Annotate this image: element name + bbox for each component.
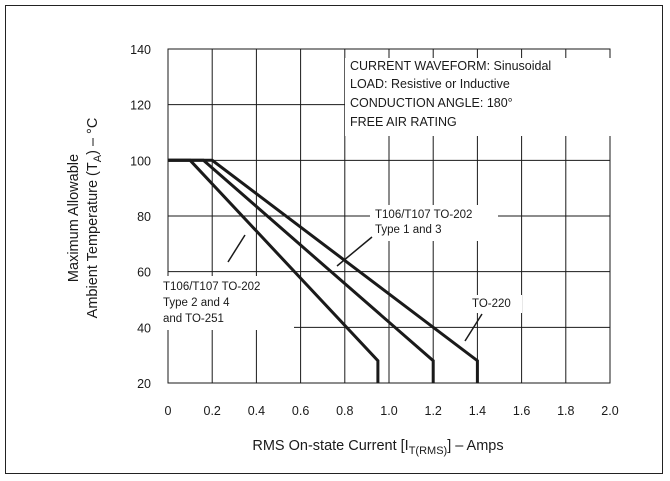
y-axis-label-tail: ) – °C <box>85 118 101 155</box>
y-axis-label-sub: A <box>92 154 104 162</box>
x-tick-label: 2.0 <box>601 404 618 418</box>
x-axis-label: RMS On-state Current [IT(RMS)] – Amps <box>252 438 503 457</box>
info-line-2: LOAD: Resistive or Inductive <box>350 77 510 91</box>
y-tick-label: 60 <box>137 266 151 280</box>
tick-labels: 0 0.2 0.4 0.6 0.8 1.0 1.2 1.4 1.6 1.8 2.0 20 40 60 80 1… <box>130 43 619 418</box>
x-tick-label: 0.8 <box>336 404 353 418</box>
y-tick-label: 140 <box>130 43 151 57</box>
figure-frame <box>5 5 663 474</box>
y-axis-label-line2: Ambient Temperature (TA) – °C <box>85 118 104 319</box>
y-tick-label: 40 <box>137 321 151 335</box>
y-tick-label: 20 <box>137 377 151 391</box>
annotation-type24-line3: and TO-251 <box>163 313 224 325</box>
x-tick-label: 0.2 <box>204 404 221 418</box>
info-line-4: FREE AIR RATING <box>350 115 457 129</box>
annotation-leader-to220 <box>464 313 483 342</box>
x-axis-label-tail: ] – Amps <box>447 438 503 454</box>
annotation-bg-to220 <box>468 295 522 313</box>
annotation-type24-line1: T106/T107 TO-202 <box>163 281 260 293</box>
y-axis-label-main: Ambient Temperature (T <box>85 162 101 318</box>
y-tick-label: 100 <box>130 154 151 168</box>
x-tick-label: 0 <box>165 404 172 418</box>
x-tick-label: 1.2 <box>425 404 442 418</box>
x-tick-label: 1.8 <box>557 404 574 418</box>
info-line-3: CONDUCTION ANGLE: 180° <box>350 96 513 110</box>
x-tick-label: 1.0 <box>380 404 397 418</box>
y-axis-label-line1: Maximum Allowable <box>66 154 82 282</box>
x-tick-label: 1.4 <box>469 404 486 418</box>
y-tick-label: 80 <box>137 210 151 224</box>
annotation-to220: TO-220 <box>472 298 511 310</box>
annotation-bg-type24 <box>158 276 294 330</box>
info-line-1: CURRENT WAVEFORM: Sinusoidal <box>350 59 551 73</box>
x-tick-label: 1.6 <box>513 404 530 418</box>
x-tick-label: 0.6 <box>292 404 309 418</box>
annotation-type13-line2: Type 1 and 3 <box>375 224 442 236</box>
y-tick-label: 120 <box>130 99 151 113</box>
annotation-bg-type13 <box>370 205 498 241</box>
annotation-leader-type13 <box>336 236 373 267</box>
plot-border <box>167 48 611 384</box>
info-box <box>345 58 611 136</box>
x-tick-label: 0.4 <box>248 404 265 418</box>
annotation-type13-line1: T106/T107 TO-202 <box>375 209 472 221</box>
annotation-type24-line2: Type 2 and 4 <box>163 297 230 309</box>
x-axis-label-main: RMS On-state Current [I <box>252 438 408 454</box>
x-axis-label-sub: T(RMS) <box>409 445 448 457</box>
annotation-leader-type24 <box>227 234 246 263</box>
